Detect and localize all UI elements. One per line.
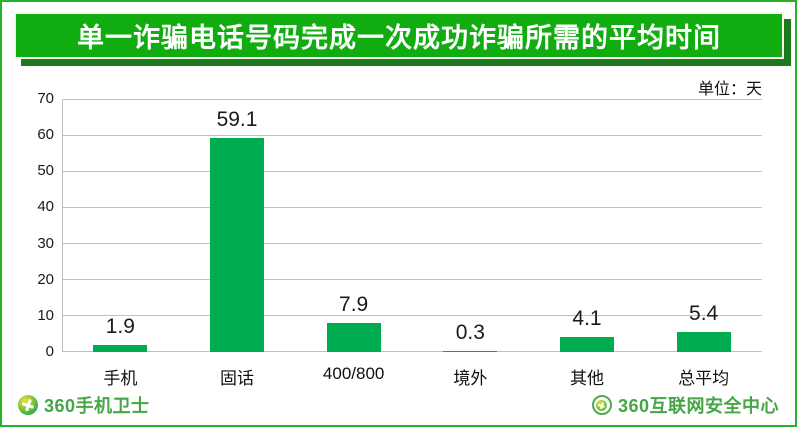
category-label-400/800: 400/800 xyxy=(322,364,385,383)
title-banner: 单一诈骗电话号码完成一次成功诈骗所需的平均时间 xyxy=(14,12,784,59)
gridline-10 xyxy=(62,315,762,317)
360-wreath-icon xyxy=(591,395,612,415)
gridline-0 xyxy=(62,351,762,352)
y-tick-label-0: 0 xyxy=(45,343,54,360)
bar-总平均 xyxy=(676,332,731,352)
bar-value-label-境外: 0.3 xyxy=(455,320,485,344)
bar-手机 xyxy=(93,345,148,352)
gridline-60 xyxy=(62,134,762,136)
y-tick-label-40: 40 xyxy=(37,198,54,216)
gridline-40 xyxy=(62,206,762,208)
brand-360-internet-security-center: 360互联网安全中心 xyxy=(591,392,779,418)
gridline-70 xyxy=(62,99,762,100)
bar-chart-plot-area: 0 10 20 30 40 50 60 70 1.9 手机 59.1 固话 7.9 400/800 0.3 境… xyxy=(37,90,762,388)
brand-360-mobile-guard: 360手机卫士 xyxy=(18,392,150,418)
brand-left-text: 360手机卫士 xyxy=(44,396,150,416)
y-axis-line xyxy=(62,99,63,352)
category-label-其他: 其他 xyxy=(570,369,604,388)
gridline-30 xyxy=(62,243,762,245)
bar-value-label-固话: 59.1 xyxy=(216,108,258,132)
gridline-50 xyxy=(62,170,762,172)
plus-glyph xyxy=(15,392,40,417)
brand-right-text: 360互联网安全中心 xyxy=(617,396,779,416)
bar-400/800 xyxy=(326,323,381,352)
category-label-总平均: 总平均 xyxy=(678,369,730,388)
360-inner-ball-icon xyxy=(595,398,609,412)
y-tick-label-50: 50 xyxy=(37,162,54,180)
bar-其他 xyxy=(560,337,614,352)
y-tick-label-70: 70 xyxy=(37,90,54,107)
page-title: 单一诈骗电话号码完成一次成功诈骗所需的平均时间 xyxy=(77,23,721,53)
bar-value-label-总平均: 5.4 xyxy=(689,302,719,326)
bar-固话 xyxy=(210,138,264,352)
y-tick-label-60: 60 xyxy=(37,126,54,144)
plus-glyph xyxy=(595,398,609,412)
unit-label: 单位：天 xyxy=(697,81,762,98)
y-tick-label-10: 10 xyxy=(37,306,54,324)
category-label-手机: 手机 xyxy=(103,369,138,388)
y-tick-label-20: 20 xyxy=(37,270,54,288)
y-tick-label-30: 30 xyxy=(37,234,54,252)
360-ball-icon xyxy=(18,395,38,415)
gridline-20 xyxy=(62,279,762,281)
category-label-境外: 境外 xyxy=(453,369,488,388)
category-label-固话: 固话 xyxy=(220,369,254,388)
bar-value-label-手机: 1.9 xyxy=(105,315,135,339)
bar-value-label-其他: 4.1 xyxy=(572,307,602,331)
bar-value-label-400/800: 7.9 xyxy=(339,293,369,317)
bar-境外 xyxy=(443,350,498,352)
